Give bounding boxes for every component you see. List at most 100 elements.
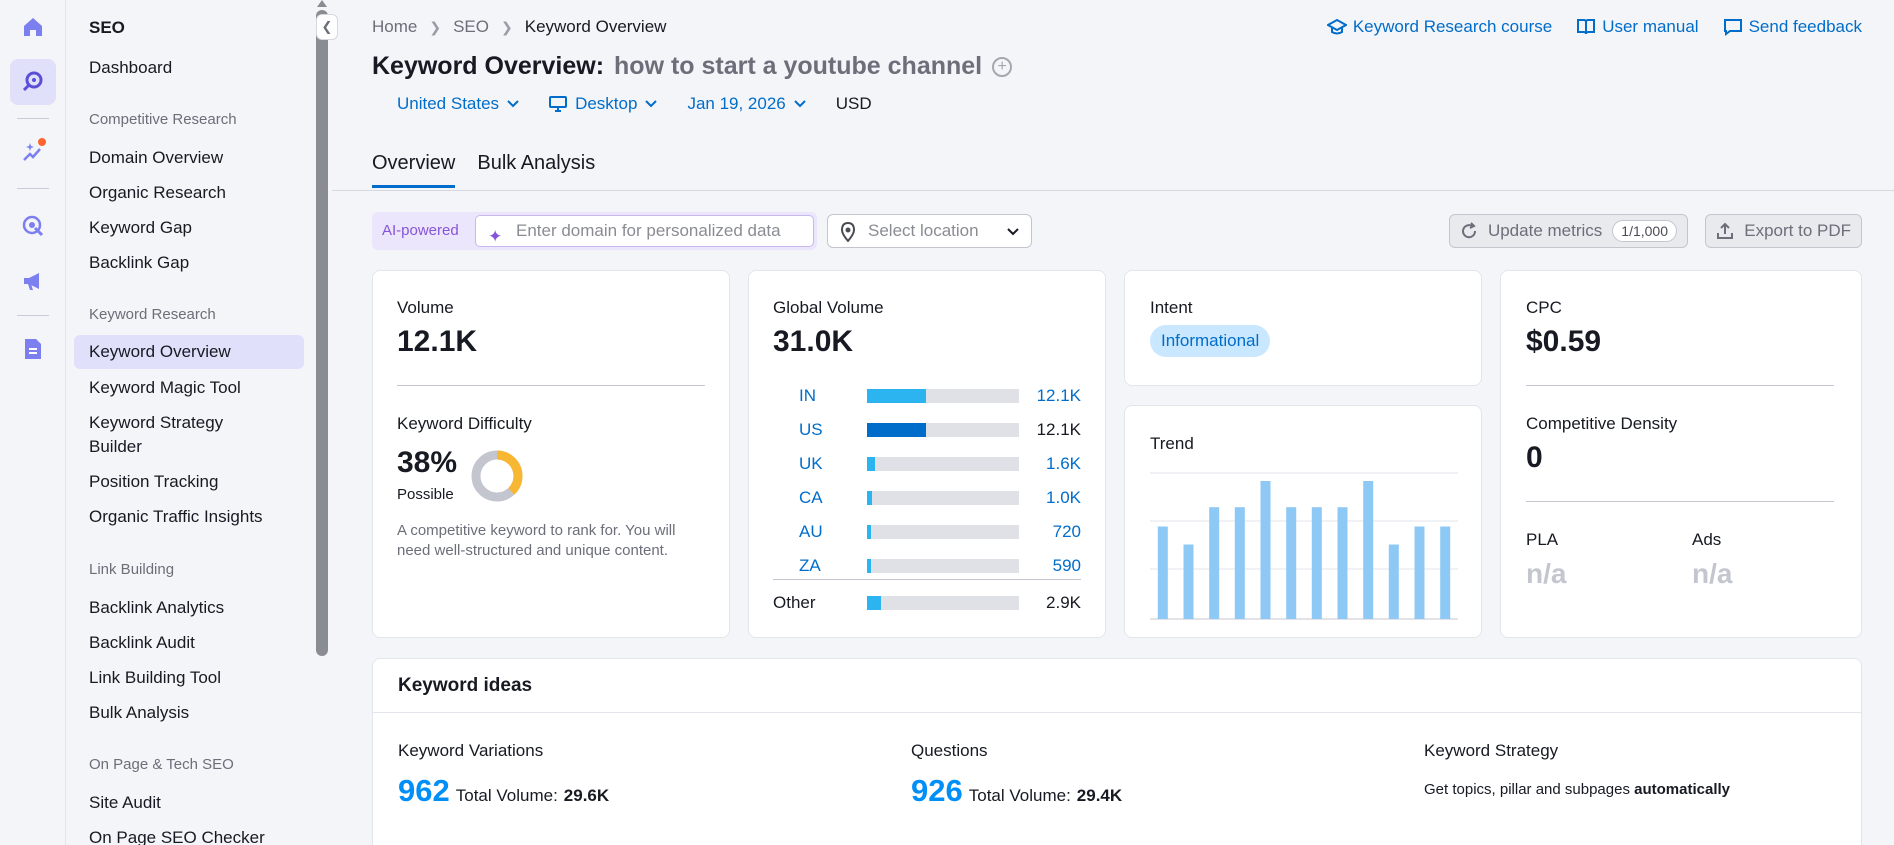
sidebar-item-domain-overview[interactable]: Domain Overview (89, 148, 224, 167)
breadcrumb-current: Keyword Overview (524, 17, 667, 36)
breadcrumb-seo[interactable]: SEO (453, 17, 489, 36)
sidebar-item-backlink-gap[interactable]: Backlink Gap (89, 253, 190, 272)
breadcrumb-home[interactable]: Home (372, 17, 418, 36)
country-code[interactable]: AU (799, 522, 823, 541)
sidebar-item-organic-research[interactable]: Organic Research (89, 183, 227, 202)
currency-label: USD (835, 94, 872, 113)
country-code[interactable]: ZA (799, 556, 821, 575)
country-volume-value[interactable]: 12.1K (1036, 386, 1081, 405)
keyword-variations-block: Keyword Variations 962 Total Volume: 29.… (398, 741, 609, 809)
page-title: Keyword Overview: how to start a youtube… (372, 52, 1013, 81)
sidebar-item-position-tracking[interactable]: Position Tracking (89, 472, 219, 491)
seo-icon[interactable] (10, 59, 56, 105)
density-label: Competitive Density (1526, 414, 1678, 433)
tab-overview[interactable]: Overview (372, 152, 456, 188)
trend-bar[interactable] (1234, 507, 1245, 619)
sidebar-section-competitive: Competitive Research (89, 111, 237, 128)
local-seo-icon[interactable] (10, 203, 56, 249)
refresh-icon (1461, 222, 1476, 239)
document-icon[interactable] (10, 326, 56, 372)
icon-rail (0, 0, 66, 845)
sidebar: SEO Dashboard Competitive Research Domai… (66, 0, 312, 845)
total-volume-label: Total Volume: (968, 786, 1071, 805)
sidebar-item-organic-traffic-insights[interactable]: Organic Traffic Insights (89, 507, 263, 526)
export-pdf-button[interactable]: Export to PDF (1705, 214, 1862, 248)
sidebar-item-keyword-magic-tool[interactable]: Keyword Magic Tool (89, 378, 241, 397)
country-code[interactable]: CA (799, 488, 823, 507)
sidebar-item-keyword-overview[interactable]: Keyword Overview (74, 335, 304, 369)
difficulty-label: Keyword Difficulty (397, 414, 532, 433)
trend-bar[interactable] (1209, 507, 1220, 619)
card-divider (773, 579, 1081, 580)
sidebar-item-on-page-seo-checker[interactable]: On Page SEO Checker (89, 828, 265, 845)
manual-link-label: User manual (1602, 17, 1699, 36)
country-code[interactable]: IN (799, 386, 816, 405)
keyword-research-course-link[interactable]: Keyword Research course (1326, 17, 1552, 37)
trend-bar[interactable] (1414, 526, 1425, 620)
sidebar-item-keyword-gap[interactable]: Keyword Gap (89, 218, 192, 237)
ai-powered-label: AI-powered (382, 222, 459, 239)
country-code[interactable]: UK (799, 454, 823, 473)
location-pin-icon (840, 215, 856, 253)
card-divider (1526, 501, 1834, 502)
home-icon[interactable] (10, 4, 56, 50)
trend-bar[interactable] (1183, 544, 1194, 620)
country-volume-value[interactable]: 12.1K (1036, 420, 1081, 439)
keyword-variations-volume: 29.6K (563, 786, 610, 805)
country-dropdown[interactable]: United States (397, 94, 519, 114)
trend-bar[interactable] (1311, 507, 1322, 619)
difficulty-donut (471, 450, 523, 502)
update-metrics-button[interactable]: Update metrics 1/1,000 (1448, 214, 1688, 248)
megaphone-icon[interactable] (10, 258, 56, 304)
domain-input[interactable]: ✦ Enter domain for personalized data (475, 215, 814, 247)
trend-bar[interactable] (1363, 481, 1374, 619)
sidebar-item-backlink-analytics[interactable]: Backlink Analytics (89, 598, 225, 617)
device-dropdown[interactable]: Desktop (549, 94, 658, 114)
keyword-strategy-text: Get topics, pillar and subpages (1424, 781, 1630, 798)
country-volume-value[interactable]: 590 (1052, 556, 1081, 575)
user-manual-link[interactable]: User manual (1576, 17, 1699, 37)
sidebar-scrollbar[interactable] (313, 0, 331, 845)
sidebar-item-dashboard[interactable]: Dashboard (89, 58, 173, 77)
difficulty-donut-fill (471, 450, 523, 502)
scrollbar-thumb[interactable] (316, 10, 328, 656)
add-keyword-icon[interactable]: + (992, 56, 1013, 77)
sidebar-item-site-audit[interactable]: Site Audit (89, 793, 161, 812)
trend-bar[interactable] (1388, 544, 1399, 620)
sidebar-item-keyword-strategy-builder[interactable]: Keyword Strategy Builder (89, 413, 224, 456)
trend-bar[interactable] (1337, 507, 1348, 619)
cpc-value: $0.59 (1526, 325, 1602, 358)
global-volume-other-row: Other 2.9K (773, 591, 1081, 615)
trend-bar[interactable] (1440, 526, 1451, 620)
difficulty-level: Possible (397, 486, 454, 503)
trend-bar[interactable] (1286, 507, 1297, 619)
country-volume-bar (867, 389, 1019, 403)
sidebar-item-link-building-tool[interactable]: Link Building Tool (89, 668, 221, 687)
send-feedback-link[interactable]: Send feedback (1723, 17, 1862, 37)
sidebar-item-bulk-analysis[interactable]: Bulk Analysis (89, 703, 190, 722)
trend-chart (1150, 472, 1458, 620)
ai-sparkle-icon[interactable] (10, 130, 56, 176)
country-volume-value[interactable]: 1.0K (1046, 488, 1081, 507)
collapse-sidebar-button[interactable]: ❮ (316, 14, 338, 40)
upload-icon (1717, 222, 1734, 239)
date-dropdown[interactable]: Jan 19, 2026 (687, 94, 806, 114)
questions-count[interactable]: 926 (911, 773, 963, 808)
scroll-up-arrow[interactable] (317, 0, 327, 7)
country-code[interactable]: US (799, 420, 823, 439)
total-volume-label: Total Volume: (455, 786, 558, 805)
country-volume-bar-fill (867, 491, 872, 505)
keyword-variations-label: Keyword Variations (398, 741, 544, 760)
location-select[interactable]: Select location (827, 214, 1032, 248)
trend-bar[interactable] (1260, 481, 1271, 619)
tab-bulk-analysis[interactable]: Bulk Analysis (477, 152, 596, 174)
country-volume-bar (867, 525, 1019, 539)
questions-block: Questions 926 Total Volume: 29.4K (911, 741, 1122, 809)
country-volume-value[interactable]: 1.6K (1046, 454, 1081, 473)
trend-bar[interactable] (1157, 526, 1168, 620)
country-volume-value[interactable]: 720 (1052, 522, 1081, 541)
card-divider (1526, 385, 1834, 386)
sidebar-item-backlink-audit[interactable]: Backlink Audit (89, 633, 195, 652)
country-volume-bar-fill (867, 559, 871, 573)
keyword-variations-count[interactable]: 962 (398, 773, 450, 808)
